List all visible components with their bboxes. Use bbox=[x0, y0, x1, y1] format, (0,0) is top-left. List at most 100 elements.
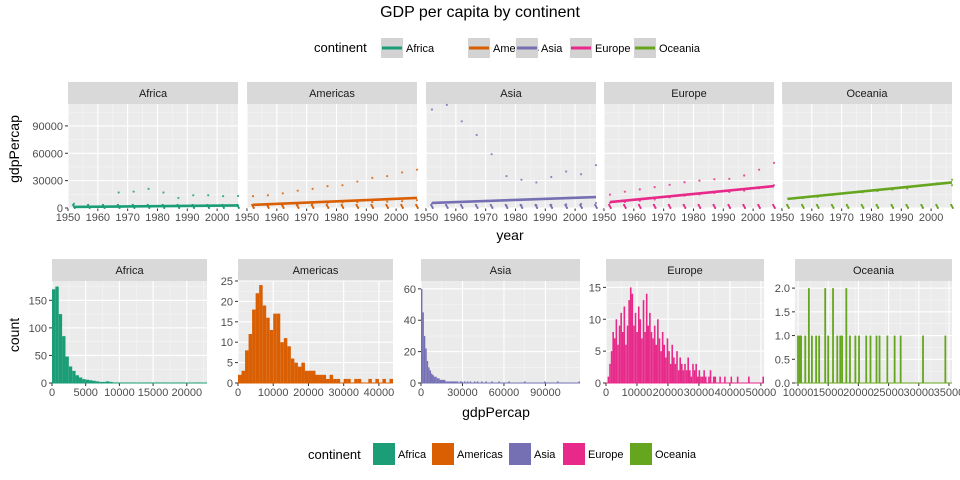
histogram-bar bbox=[469, 381, 472, 383]
histogram-bar bbox=[709, 370, 712, 383]
legend-key-europe bbox=[563, 443, 585, 465]
data-point bbox=[714, 206, 717, 210]
facet-label-africa: Africa bbox=[115, 265, 144, 277]
x-tick-label: 2000 bbox=[205, 212, 229, 224]
x-tick-label: 1970 bbox=[829, 212, 853, 224]
histogram-bar bbox=[311, 370, 316, 383]
histogram-bar bbox=[674, 363, 677, 383]
data-point bbox=[415, 199, 419, 202]
data-point bbox=[758, 206, 761, 210]
histogram-bar bbox=[695, 363, 697, 383]
histogram-bar bbox=[724, 376, 726, 383]
y-tick-label: 40 bbox=[404, 315, 416, 327]
x-tick-label: 1990 bbox=[889, 212, 913, 224]
x-tick-label: 1950 bbox=[414, 212, 438, 224]
y-tick-label: 60000 bbox=[32, 148, 63, 160]
histogram-bar bbox=[649, 312, 651, 383]
histogram-bar bbox=[441, 379, 443, 383]
data-point bbox=[147, 187, 150, 190]
histogram-bar bbox=[875, 335, 878, 383]
histogram-bar bbox=[375, 378, 379, 383]
histogram-bar bbox=[714, 376, 717, 383]
histogram-bar bbox=[858, 335, 860, 383]
y-tick-label: 15 bbox=[221, 317, 233, 329]
histogram-bar bbox=[677, 370, 680, 383]
histogram-bar bbox=[841, 335, 844, 383]
histogram-panel-asia: Asia 0 30000 60000 90000 0 20 40 60 bbox=[404, 259, 580, 399]
data-point bbox=[192, 206, 196, 210]
histogram-bar bbox=[443, 379, 446, 383]
histogram-bar bbox=[701, 376, 704, 383]
histogram-bar bbox=[436, 378, 439, 383]
data-point bbox=[668, 183, 671, 186]
histogram-bar bbox=[641, 338, 643, 383]
histogram-bar bbox=[276, 313, 281, 383]
histogram-bar bbox=[719, 376, 721, 383]
histogram-bar bbox=[704, 376, 707, 383]
histogram-bar bbox=[382, 378, 386, 383]
facet-label-oceania: Oceania bbox=[847, 88, 889, 100]
histogram-bar bbox=[633, 325, 635, 383]
histogram-bar bbox=[836, 335, 839, 383]
data-point bbox=[341, 184, 344, 187]
x-tick-label: 1960 bbox=[265, 212, 289, 224]
y-tick-label: 0 bbox=[227, 378, 233, 390]
histogram-bar bbox=[544, 381, 546, 383]
histogram-bar bbox=[466, 381, 469, 383]
data-point bbox=[520, 178, 523, 181]
scatter-panel-asia: Asia 1950 1960 1970 1980 1990 2000 bbox=[414, 82, 598, 224]
data-point bbox=[936, 206, 939, 210]
histogram-bar bbox=[452, 381, 454, 383]
facet-label-asia: Asia bbox=[500, 88, 522, 100]
histogram-bar bbox=[832, 288, 834, 383]
histogram-bar bbox=[422, 312, 424, 383]
data-point bbox=[192, 194, 195, 197]
data-point bbox=[698, 179, 701, 182]
data-point bbox=[430, 108, 434, 111]
histogram-bar bbox=[854, 335, 857, 383]
panel-background bbox=[52, 281, 207, 383]
legend-key-oceania bbox=[630, 443, 652, 465]
x-tick-label: 0 bbox=[603, 387, 609, 399]
x-tick-label: 1950 bbox=[56, 212, 80, 224]
histogram-bar bbox=[308, 370, 312, 383]
histogram-bar bbox=[703, 370, 705, 383]
data-point bbox=[654, 206, 657, 210]
histogram-bar bbox=[669, 363, 672, 383]
facet-strip-europe bbox=[606, 259, 764, 281]
histogram-bar bbox=[698, 370, 701, 383]
trend-line bbox=[73, 204, 239, 209]
facet-strip-oceania bbox=[795, 259, 952, 281]
x-tick-label: 1970 bbox=[115, 212, 139, 224]
scatter-panel-oceania: Oceania 1950 1960 1970 1980 1990 2000 bbox=[770, 82, 954, 224]
data-point bbox=[728, 206, 732, 210]
histogram-bar bbox=[748, 376, 750, 383]
histogram-bar bbox=[673, 357, 675, 383]
histogram-bar bbox=[453, 381, 456, 383]
y-tick-label: 0 bbox=[595, 378, 601, 390]
histogram-bar bbox=[618, 325, 621, 383]
data-point bbox=[326, 185, 329, 188]
data-point bbox=[312, 206, 315, 210]
histogram-bar bbox=[85, 379, 90, 383]
data-point bbox=[386, 200, 389, 203]
data-point bbox=[550, 175, 553, 179]
data-point bbox=[594, 201, 598, 205]
legend-label-oceania: Oceania bbox=[655, 449, 697, 461]
data-point bbox=[684, 206, 687, 210]
legend-label-europe: Europe bbox=[595, 43, 630, 55]
panel-background bbox=[426, 104, 596, 208]
x-tick-label: 0 bbox=[49, 387, 55, 399]
histogram-bar bbox=[448, 381, 450, 383]
histogram-bar bbox=[432, 375, 434, 383]
histogram-bar bbox=[476, 381, 479, 383]
data-point bbox=[862, 206, 865, 210]
data-point bbox=[178, 206, 181, 210]
data-point bbox=[623, 190, 626, 193]
histogram-bar bbox=[647, 325, 650, 383]
histogram-bar bbox=[578, 381, 580, 383]
y-tick-label: 10 bbox=[221, 337, 233, 349]
x-tick-label: 30000 bbox=[903, 387, 934, 399]
histogram-bar bbox=[899, 335, 902, 383]
histogram-bar bbox=[485, 381, 487, 383]
